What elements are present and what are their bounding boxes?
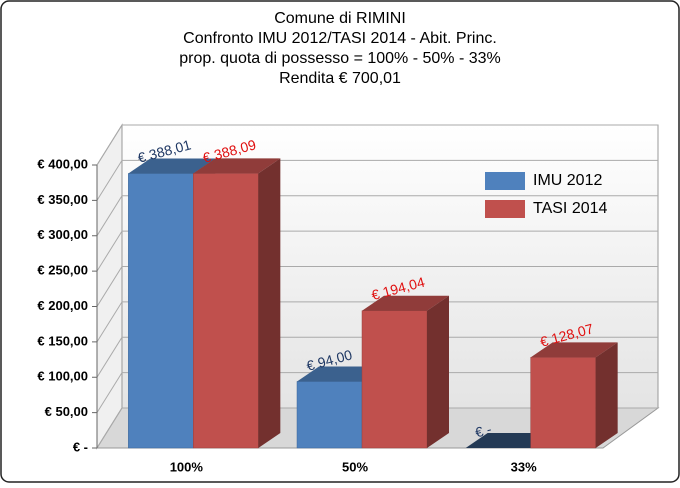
legend-swatch bbox=[485, 172, 525, 190]
bar-side bbox=[258, 158, 281, 448]
chart-title: Confronto IMU 2012/TASI 2014 - Abit. Pri… bbox=[183, 30, 497, 47]
bar bbox=[193, 173, 259, 449]
y-tick-label: € 300,00 bbox=[37, 227, 88, 242]
x-tick-label: 100% bbox=[170, 459, 204, 474]
y-tick-label: € 100,00 bbox=[37, 369, 88, 384]
chart-title: Comune di RIMINI bbox=[274, 10, 406, 27]
grid-line-side bbox=[96, 160, 123, 201]
grid-line-side bbox=[96, 230, 123, 272]
bar bbox=[296, 381, 363, 449]
legend-label: IMU 2012 bbox=[533, 172, 602, 189]
x-tick-label: 33% bbox=[511, 459, 537, 474]
grid-line-side bbox=[96, 372, 123, 413]
bar-top bbox=[128, 158, 216, 174]
bar-top bbox=[530, 342, 618, 358]
legend-swatch bbox=[485, 200, 525, 218]
grid-line-side bbox=[96, 336, 123, 378]
chart-title: Rendita € 700,01 bbox=[279, 70, 401, 87]
grid-line-side bbox=[96, 407, 123, 449]
bar-top bbox=[193, 158, 281, 174]
x-tick-label: 50% bbox=[342, 459, 368, 474]
bar bbox=[530, 357, 596, 449]
y-tick-label: € 50,00 bbox=[45, 404, 88, 419]
bar bbox=[361, 310, 428, 449]
bar bbox=[128, 173, 194, 449]
y-tick-label: € 150,00 bbox=[37, 333, 88, 348]
bar-top bbox=[362, 295, 449, 311]
chart-title: prop. quota di possesso = 100% - 50% - 3… bbox=[179, 50, 501, 67]
y-tick-label: € 400,00 bbox=[37, 156, 88, 171]
bar-side bbox=[595, 342, 618, 448]
grid-line-side bbox=[96, 301, 123, 343]
value-label: € - bbox=[473, 421, 493, 441]
y-tick-label: € - bbox=[73, 439, 88, 454]
legend-label: TASI 2014 bbox=[533, 200, 608, 217]
y-tick-label: € 200,00 bbox=[37, 298, 88, 313]
grid-line-side bbox=[96, 266, 123, 307]
plot: Comune di RIMINI Confronto IMU 2012/TASI … bbox=[37, 10, 660, 474]
y-tick-label: € 250,00 bbox=[37, 263, 88, 278]
grid-line-side bbox=[96, 195, 123, 237]
bar-side bbox=[427, 295, 449, 448]
y-tick-label: € 350,00 bbox=[37, 192, 88, 207]
grid-line-side bbox=[96, 124, 123, 166]
